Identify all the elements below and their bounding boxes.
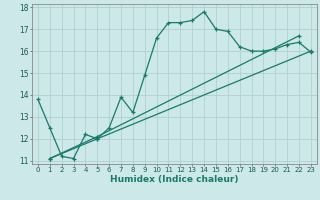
X-axis label: Humidex (Indice chaleur): Humidex (Indice chaleur) — [110, 175, 239, 184]
